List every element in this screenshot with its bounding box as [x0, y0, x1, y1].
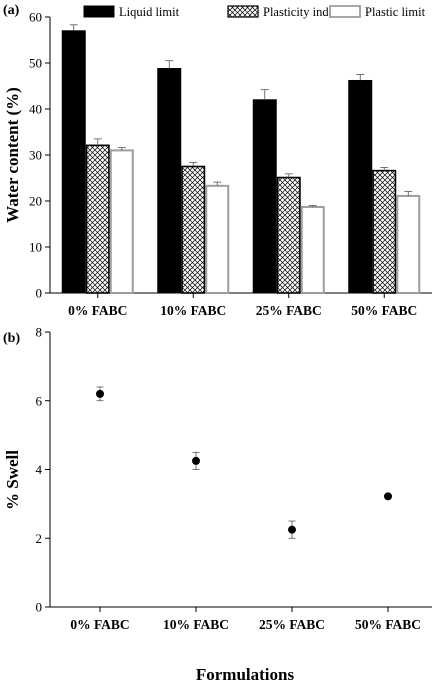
data-point [288, 525, 296, 534]
x-tick-label: 0% FABC [70, 617, 129, 632]
bar [109, 149, 134, 294]
bar [372, 169, 397, 294]
bar [252, 99, 277, 294]
y-axis-b: 0 2 4 6 8 0% FABC 10% FABC 25% FABC 50% FABC [36, 325, 432, 632]
legend-swatch [227, 5, 259, 18]
x-tick-label: 10% FABC [160, 303, 226, 318]
x-tick-label: 0% FABC [68, 303, 127, 318]
y-axis-a: 0 10 20 30 40 50 60 0% FABC 10% FABC 25% FABC 50% … [29, 10, 432, 318]
bar [300, 205, 325, 294]
y-tick-label: 4 [36, 462, 43, 477]
legend-label: Plasticity index [263, 5, 341, 19]
y-tick-label: 20 [29, 194, 42, 209]
y-tick-label: 8 [36, 325, 43, 340]
y-tick-label: 2 [36, 531, 43, 546]
data-point [384, 492, 392, 501]
y-tick-label: 0 [36, 286, 43, 301]
bar [157, 68, 182, 294]
y-tick-label: 6 [36, 393, 43, 408]
y-axis-label-a: Water content (%) [3, 87, 22, 223]
x-axis-label-b: Formulations [196, 665, 295, 684]
y-tick-label: 50 [29, 56, 42, 71]
data-point [96, 389, 104, 398]
bar [61, 30, 86, 294]
legend-label: Plastic limit [365, 5, 426, 19]
y-tick-label: 0 [36, 600, 43, 615]
bar [276, 176, 301, 294]
bar [348, 79, 373, 294]
bar [396, 194, 421, 294]
y-tick-label: 10 [29, 240, 42, 255]
x-tick-label: 25% FABC [256, 303, 322, 318]
points [96, 386, 392, 539]
legend: Liquid limit Plasticity index Plastic limi… [83, 5, 426, 19]
bar [205, 184, 230, 295]
bars [61, 24, 421, 295]
panel-b: (b) 0 2 4 6 8 0% FABC 10% FABC 25% FABC 50% FABC… [3, 325, 432, 684]
panel-b-label: (b) [3, 331, 20, 346]
x-tick-label: 50% FABC [351, 303, 417, 318]
panel-a-label: (a) [3, 3, 20, 18]
legend-swatch [83, 5, 115, 18]
bar [85, 144, 110, 294]
panel-a: (a) Liquid limit Plasticity index Plastic … [3, 3, 432, 318]
y-tick-label: 40 [29, 102, 42, 117]
y-tick-label: 30 [29, 148, 42, 163]
legend-swatch [329, 5, 361, 18]
x-tick-label: 10% FABC [163, 617, 229, 632]
bar [181, 165, 206, 294]
y-tick-label: 60 [29, 10, 42, 25]
legend-label: Liquid limit [119, 5, 180, 19]
x-tick-label: 50% FABC [355, 617, 421, 632]
y-axis-label-b: % Swell [3, 450, 22, 510]
x-tick-label: 25% FABC [259, 617, 325, 632]
data-point [192, 456, 200, 465]
